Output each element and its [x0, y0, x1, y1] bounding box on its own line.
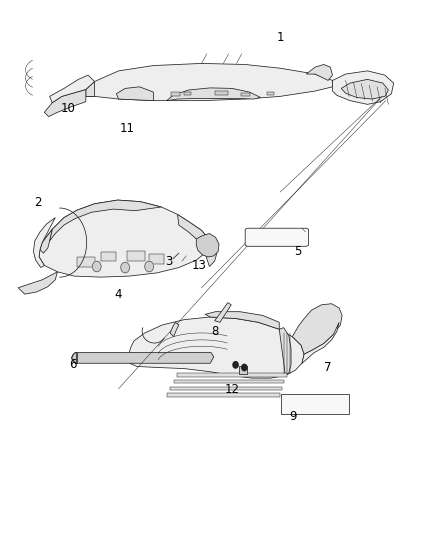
Polygon shape	[128, 317, 304, 378]
Circle shape	[92, 261, 101, 272]
Polygon shape	[49, 75, 95, 103]
Polygon shape	[332, 71, 394, 104]
Polygon shape	[177, 214, 217, 266]
Polygon shape	[18, 272, 57, 294]
Polygon shape	[215, 303, 231, 322]
Text: 5: 5	[294, 245, 301, 258]
Polygon shape	[292, 304, 342, 354]
Text: 10: 10	[61, 102, 76, 115]
Polygon shape	[166, 393, 280, 397]
Circle shape	[145, 261, 153, 272]
Polygon shape	[49, 200, 161, 241]
Polygon shape	[245, 228, 308, 246]
Text: 7: 7	[325, 361, 332, 374]
Polygon shape	[173, 379, 285, 383]
Polygon shape	[302, 322, 339, 364]
Text: 6: 6	[69, 358, 77, 372]
Polygon shape	[279, 328, 291, 375]
Polygon shape	[184, 92, 191, 95]
Text: 4: 4	[115, 288, 122, 301]
Polygon shape	[40, 229, 52, 253]
Polygon shape	[166, 88, 261, 101]
Text: 11: 11	[120, 122, 135, 135]
Polygon shape	[86, 82, 95, 96]
Text: 13: 13	[192, 259, 207, 272]
Text: 2: 2	[34, 196, 42, 209]
Polygon shape	[171, 92, 180, 96]
Polygon shape	[205, 312, 279, 329]
Text: 3: 3	[165, 255, 173, 268]
Polygon shape	[170, 386, 283, 390]
Circle shape	[121, 262, 130, 273]
Polygon shape	[281, 394, 349, 414]
Text: 1: 1	[276, 31, 284, 44]
Polygon shape	[196, 233, 219, 257]
Polygon shape	[101, 252, 117, 261]
Polygon shape	[341, 79, 389, 99]
Circle shape	[242, 365, 247, 370]
Polygon shape	[39, 200, 209, 277]
Polygon shape	[33, 217, 55, 268]
Polygon shape	[149, 254, 164, 264]
Polygon shape	[76, 353, 77, 364]
Polygon shape	[170, 322, 179, 337]
Polygon shape	[44, 90, 86, 117]
Polygon shape	[177, 373, 287, 376]
Text: 9: 9	[290, 410, 297, 423]
Polygon shape	[306, 64, 332, 80]
Polygon shape	[267, 92, 274, 95]
Polygon shape	[77, 257, 95, 266]
Polygon shape	[239, 367, 247, 374]
Polygon shape	[127, 251, 145, 261]
Polygon shape	[71, 353, 214, 364]
Polygon shape	[215, 91, 228, 95]
Text: 12: 12	[225, 383, 240, 397]
Polygon shape	[117, 87, 153, 101]
Circle shape	[233, 362, 238, 368]
Polygon shape	[241, 93, 250, 96]
Polygon shape	[86, 63, 332, 101]
Text: 8: 8	[211, 325, 218, 338]
